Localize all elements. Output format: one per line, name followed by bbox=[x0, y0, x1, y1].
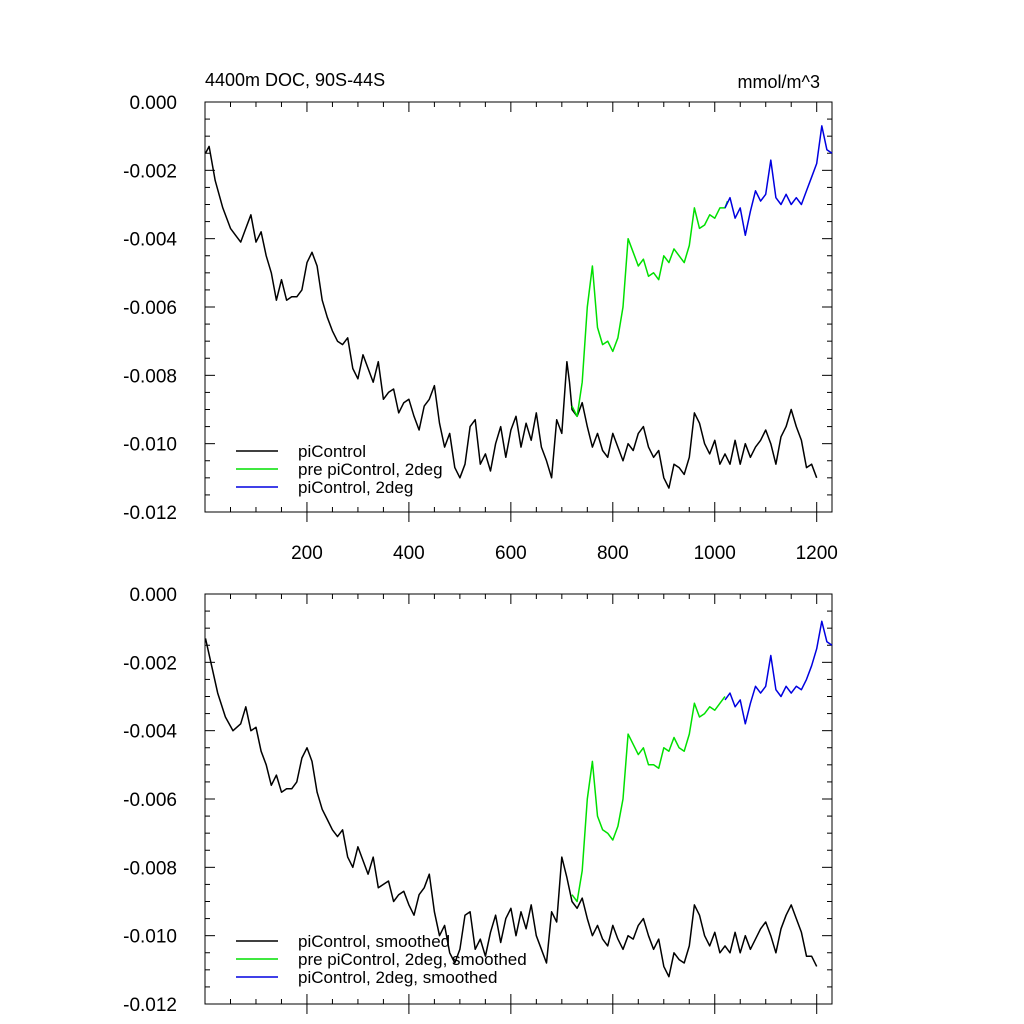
legend-label: piControl, 2deg bbox=[298, 478, 413, 497]
y-tick-label: -0.004 bbox=[123, 722, 177, 743]
series-line bbox=[204, 145, 818, 489]
legend-label: piControl, smoothed bbox=[298, 932, 450, 951]
chart-title: 4400m DOC, 90S-44S bbox=[205, 70, 385, 90]
x-tick-label: 200 bbox=[291, 543, 323, 564]
x-tick-label: 800 bbox=[597, 543, 629, 564]
series-line bbox=[571, 200, 729, 418]
top-panel: 200 400 600 800 1000 1200 0.000 -0.002 -0.004 -0.… bbox=[123, 70, 838, 564]
y-tick-label: -0.002 bbox=[123, 161, 177, 182]
y-tick-label: 0.000 bbox=[129, 585, 177, 606]
series-line bbox=[571, 696, 726, 903]
series-line bbox=[724, 620, 833, 725]
series-line bbox=[204, 638, 818, 978]
x-tick-label: 1000 bbox=[694, 543, 736, 564]
y-tick-label: 0.000 bbox=[129, 93, 177, 114]
series-line bbox=[724, 125, 833, 237]
y-tick-label: -0.010 bbox=[123, 435, 177, 456]
legend-label: pre piControl, 2deg bbox=[298, 460, 443, 479]
bottom-panel: 0.000 -0.002 -0.004 -0.006 -0.008 -0.010 -0.01… bbox=[123, 585, 833, 1016]
y-tick-label: -0.008 bbox=[123, 858, 177, 879]
y-tick-label: -0.010 bbox=[123, 927, 177, 948]
x-tick-label: 400 bbox=[393, 543, 425, 564]
y-tick-label: -0.006 bbox=[123, 790, 177, 811]
y-tick-label: -0.006 bbox=[123, 298, 177, 319]
units-label: mmol/m^3 bbox=[738, 72, 820, 92]
x-tick-label: 1200 bbox=[796, 543, 838, 564]
x-tick-label: 600 bbox=[495, 543, 527, 564]
legend-label: piControl, 2deg, smoothed bbox=[298, 968, 497, 987]
y-tick-label: -0.012 bbox=[123, 995, 177, 1016]
legend-label: piControl bbox=[298, 442, 366, 461]
y-tick-label: -0.008 bbox=[123, 366, 177, 387]
legend-label: pre piControl, 2deg, smoothed bbox=[298, 950, 527, 969]
y-tick-label: -0.004 bbox=[123, 230, 177, 251]
y-tick-label: -0.012 bbox=[123, 503, 177, 524]
y-tick-label: -0.002 bbox=[123, 653, 177, 674]
